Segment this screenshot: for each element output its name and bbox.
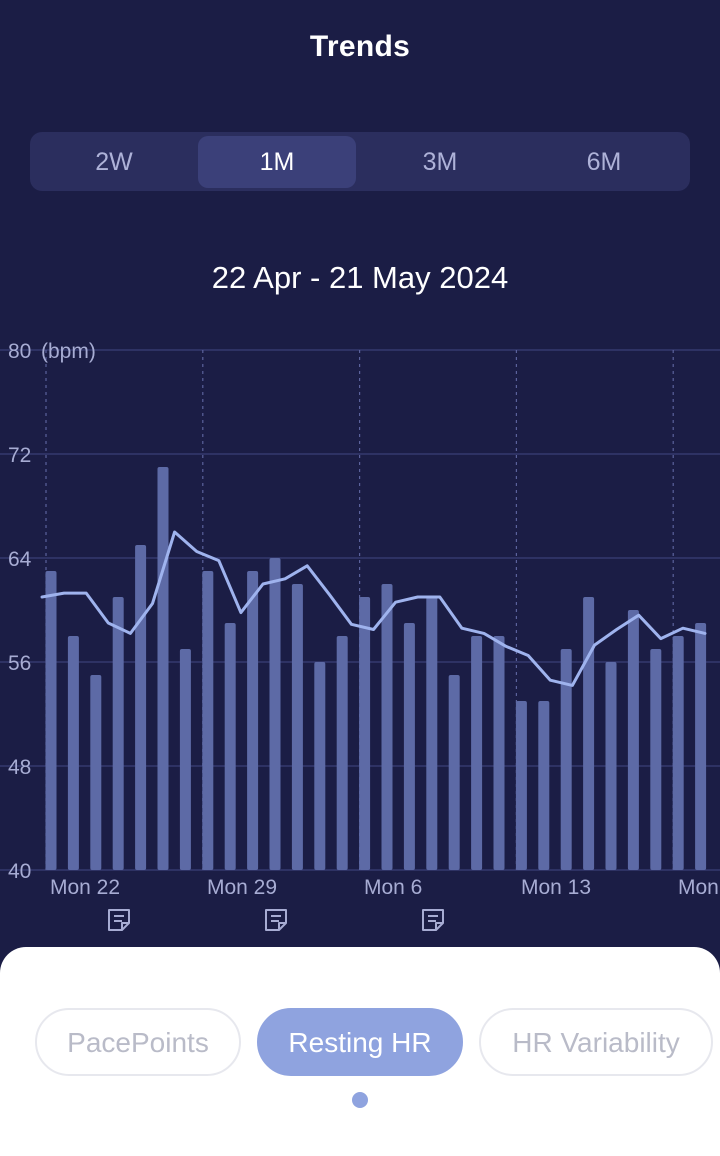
x-tick-label: Mon 29 [207, 876, 277, 899]
chart-bar [314, 662, 326, 870]
chart-bar [381, 584, 393, 870]
y-axis-labels: 80 72 64 56 48 40 (bpm) [8, 340, 96, 883]
pill-hr-variability[interactable]: HR Variability [479, 1008, 713, 1076]
y-axis-unit: (bpm) [41, 340, 96, 363]
x-tick-label: Mon 22 [50, 876, 120, 899]
chart-bar [90, 675, 102, 870]
note-icon[interactable] [422, 909, 444, 931]
y-tick-label: 64 [8, 548, 32, 571]
chart-bar [605, 662, 617, 870]
tab-3m[interactable]: 3M [422, 148, 458, 176]
chart-bar [359, 597, 371, 870]
chart-bar [403, 623, 415, 870]
note-icon[interactable] [108, 909, 130, 931]
chart-bar [67, 636, 79, 870]
chart-bar [157, 467, 169, 870]
chart-bar [179, 649, 191, 870]
chart-bar [448, 675, 460, 870]
chart-bar [672, 636, 684, 870]
chart-bar [583, 597, 595, 870]
y-tick-label: 72 [8, 444, 31, 467]
chart-bar [247, 571, 259, 870]
chart-bars [45, 467, 707, 870]
chart-bar [515, 701, 527, 870]
note-icons [108, 909, 444, 931]
y-tick-label: 80 [8, 340, 31, 363]
chart-bar [426, 597, 438, 870]
chart-bar [627, 610, 639, 870]
trend-line [40, 530, 707, 687]
tab-6m[interactable]: 6M [586, 148, 622, 176]
chart-bar [135, 545, 147, 870]
metric-sheet: PacePoints Resting HR HR Variability [0, 947, 720, 1156]
pill-pacepoints[interactable]: PacePoints [35, 1008, 241, 1076]
chart-bar [269, 558, 281, 870]
chart-bar [471, 636, 483, 870]
y-tick-label: 40 [8, 860, 31, 883]
chart-bar [291, 584, 303, 870]
chart-bar [695, 623, 707, 870]
page-indicator-dot [352, 1092, 368, 1108]
chart-bar [493, 636, 505, 870]
chart-bar [45, 571, 57, 870]
x-tick-label: Mon 6 [364, 876, 422, 899]
chart-bar [336, 636, 348, 870]
chart-bar [560, 649, 572, 870]
x-tick-label: Mon 20 [678, 876, 720, 899]
tab-2w[interactable]: 2W [95, 148, 133, 176]
page-title: Trends [309, 30, 411, 63]
tab-1m[interactable]: 1M [198, 136, 356, 188]
y-tick-label: 56 [8, 652, 31, 675]
resting-hr-chart[interactable]: 80 72 64 56 48 40 (bpm) Mon 22 Mon 29 Mon 6 Mon 1… [0, 330, 720, 942]
x-axis-labels: Mon 22 Mon 29 Mon 6 Mon 13 Mon 20 [50, 876, 720, 899]
chart-bar [650, 649, 662, 870]
date-range: 22 Apr - 21 May 2024 [211, 260, 509, 295]
period-selector: 2W 1M 3M 6M [30, 132, 690, 191]
chart-bar [224, 623, 236, 870]
chart-bar [538, 701, 550, 870]
x-tick-label: Mon 13 [521, 876, 591, 899]
pill-resting-hr[interactable]: Resting HR [257, 1008, 463, 1076]
chart-bar [202, 571, 214, 870]
chart-bar [112, 597, 124, 870]
y-tick-label: 48 [8, 756, 31, 779]
note-icon[interactable] [265, 909, 287, 931]
